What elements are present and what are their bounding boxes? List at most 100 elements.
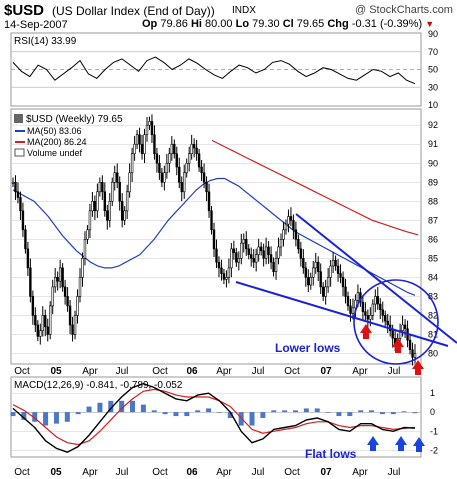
chart-symbol: $USD xyxy=(4,2,45,19)
macd-histogram-bar xyxy=(314,408,320,413)
macd-histogram-bar xyxy=(271,410,277,413)
price-candle xyxy=(384,315,387,322)
price-candle xyxy=(374,296,377,305)
price-candle xyxy=(19,197,22,212)
macd-histogram-bar xyxy=(336,412,342,417)
price-candle xyxy=(242,239,245,244)
macd-x-label: Oct xyxy=(152,467,168,478)
price-candle xyxy=(53,277,57,288)
macd-histogram-bar xyxy=(32,412,38,422)
change-label: Chg xyxy=(327,18,349,30)
macd-histogram-bar xyxy=(10,412,16,417)
price-candle xyxy=(66,296,69,307)
macd-histogram-bar xyxy=(130,400,136,413)
macd-histogram-bar xyxy=(206,408,212,413)
price-candle xyxy=(58,267,62,282)
price-candle xyxy=(361,301,365,312)
price-candle xyxy=(46,326,49,335)
price-candle xyxy=(205,181,208,193)
price-candle xyxy=(339,273,342,278)
macd-histogram-bar xyxy=(119,400,125,413)
price-candle xyxy=(245,239,248,250)
price-candle xyxy=(259,246,263,252)
high-value: 80.00 xyxy=(205,18,233,30)
price-title: $USD (Weekly) 79.65 xyxy=(26,114,123,125)
close-value: 79.65 xyxy=(296,18,325,30)
price-candle xyxy=(331,259,335,267)
rsi-tick-label: 30 xyxy=(428,82,438,92)
price-candle xyxy=(113,172,116,183)
price-candle xyxy=(155,153,159,164)
price-candle xyxy=(346,296,350,307)
price-candle xyxy=(230,248,233,269)
price-candle xyxy=(71,324,74,335)
macd-histogram-bar xyxy=(97,402,103,413)
chart-exchange: INDX xyxy=(232,5,256,16)
price-x-label: Oct xyxy=(152,366,168,377)
price-candle xyxy=(63,286,67,297)
macd-x-label: Apr xyxy=(352,467,368,478)
price-candle xyxy=(153,134,156,155)
price-candle xyxy=(125,191,129,212)
price-candle xyxy=(391,330,394,339)
price-candle xyxy=(118,181,121,202)
price-candle xyxy=(170,143,174,155)
macd-histogram-bar xyxy=(227,412,233,418)
macd-x-label: Apr xyxy=(216,467,232,478)
price-candle xyxy=(369,315,372,320)
price-candle xyxy=(93,201,97,212)
price-candle xyxy=(250,254,253,259)
macd-x-label: Jul xyxy=(388,467,401,478)
price-candle xyxy=(217,261,221,269)
price-candle xyxy=(96,191,99,212)
x-axis: Oct Oct 05 05 Apr Apr Jul Jul Oct Oct 06 06 Apr Apr Ju… xyxy=(14,366,400,478)
price-candle xyxy=(326,277,330,288)
macd-histogram-bar xyxy=(249,412,255,426)
price-candle xyxy=(163,172,166,183)
price-candle xyxy=(180,181,183,193)
price-candle xyxy=(39,330,42,337)
price-candle xyxy=(168,153,171,164)
price-tick-label: 90 xyxy=(428,158,438,168)
macd-histogram-bar xyxy=(379,412,385,415)
price-candle xyxy=(252,258,255,263)
ohlc-readout: Op 79.86 Hi 80.00 Lo 79.30 Cl 79.65 Chg … xyxy=(142,18,434,30)
price-candle xyxy=(51,286,54,307)
price-candle xyxy=(210,210,213,231)
lower-lows-annotation: Lower lows xyxy=(275,341,341,355)
price-candle xyxy=(106,210,109,221)
price-candle xyxy=(178,166,181,183)
macd-histogram-bar xyxy=(401,411,407,413)
price-candle xyxy=(202,172,206,183)
price-candle xyxy=(312,267,315,278)
price-candle xyxy=(175,153,178,168)
price-candle xyxy=(21,210,25,231)
price-candle xyxy=(220,267,223,274)
price-candle xyxy=(232,248,236,253)
macd-histogram-bar xyxy=(173,412,179,417)
macd-histogram-bar xyxy=(140,404,146,413)
price-candle xyxy=(31,296,35,316)
price-candle xyxy=(98,181,102,193)
price-layer: 92 91 90 89 88 87 86 85 84 83 82 81 80 xyxy=(11,114,457,375)
price-candle xyxy=(108,201,111,221)
price-candle xyxy=(197,153,201,168)
price-candle xyxy=(123,210,126,221)
price-candle xyxy=(145,124,149,136)
price-candle xyxy=(336,265,340,274)
price-candle xyxy=(317,261,320,272)
ma200-line xyxy=(211,139,419,236)
macd-histogram-bar xyxy=(303,408,309,413)
price-candle xyxy=(165,162,169,174)
price-tick-label: 92 xyxy=(428,120,438,130)
price-tick-label: 85 xyxy=(428,253,438,263)
price-candle xyxy=(133,143,136,155)
rsi-tick-label: 90 xyxy=(428,29,438,39)
price-candle xyxy=(247,248,250,255)
ma200-legend: MA(200) 86.24 xyxy=(27,137,87,147)
price-candle xyxy=(319,271,322,288)
price-candle xyxy=(274,258,278,272)
price-candle xyxy=(344,286,347,297)
price-candle xyxy=(207,191,211,212)
price-candle xyxy=(267,246,270,255)
